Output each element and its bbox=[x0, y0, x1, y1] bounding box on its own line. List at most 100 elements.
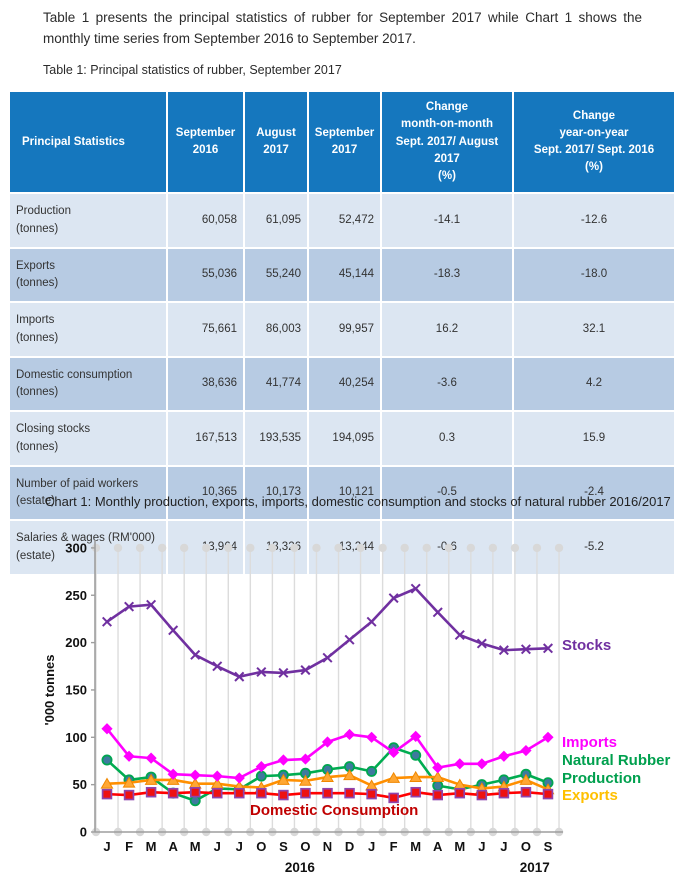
change-cell: 4.2 bbox=[512, 355, 676, 413]
x-tick-label: J bbox=[103, 839, 110, 854]
chart-y-axis: 0 50 100 150 200 250 300 '000 tonnes bbox=[42, 539, 96, 840]
y-axis-title: '000 tonnes bbox=[42, 654, 57, 725]
value-cell: 86,003 bbox=[243, 301, 309, 358]
table-header: Principal Statistics September 2016 Augu… bbox=[8, 89, 676, 195]
x-tick-label: J bbox=[478, 839, 485, 854]
x-tick-label: J bbox=[236, 839, 243, 854]
x-tick-label: O bbox=[521, 839, 531, 854]
change-cell: -12.6 bbox=[512, 192, 676, 249]
row-label: Domestic consumption (tonnes) bbox=[8, 355, 168, 413]
y-tick-label: 300 bbox=[65, 540, 87, 555]
value-cell: 55,240 bbox=[243, 246, 309, 304]
x-tick-label: S bbox=[279, 839, 288, 854]
value-cell: 60,058 bbox=[166, 192, 245, 249]
y-tick-label: 0 bbox=[80, 825, 87, 840]
col-header-august-2017: August 2017 bbox=[243, 89, 309, 195]
x-tick-label: J bbox=[500, 839, 507, 854]
series-label: Stocks bbox=[562, 637, 611, 654]
series-imports bbox=[101, 723, 554, 784]
x-axis-year-label: 2016 bbox=[285, 860, 316, 875]
x-tick-label: F bbox=[390, 839, 398, 854]
table-row: Closing stocks (tonnes) 167,513 193,535 194,… bbox=[8, 410, 676, 467]
x-tick-label: M bbox=[190, 839, 201, 854]
change-cell: -3.6 bbox=[380, 355, 514, 413]
value-cell: 38,636 bbox=[166, 355, 245, 413]
change-cell: -0.5 bbox=[380, 464, 514, 522]
x-tick-label: S bbox=[544, 839, 553, 854]
intro-paragraph: Table 1 presents the principal statistic… bbox=[43, 10, 642, 46]
value-cell: 41,774 bbox=[243, 355, 309, 413]
change-cell: -18.0 bbox=[512, 246, 676, 304]
col-header-september-2017: September 2017 bbox=[307, 89, 382, 195]
table-body: Production (tonnes) 60,058 61,095 52,472 -14.… bbox=[8, 192, 676, 576]
x-tick-label: D bbox=[345, 839, 354, 854]
y-tick-label: 100 bbox=[65, 730, 87, 745]
x-tick-label: A bbox=[433, 839, 443, 854]
value-cell: 99,957 bbox=[307, 301, 382, 358]
col-header-change-mom: Change month-on-month Sept. 2017/ August… bbox=[380, 89, 514, 195]
y-tick-label: 250 bbox=[65, 588, 87, 603]
change-cell: 32.1 bbox=[512, 301, 676, 358]
x-tick-label: N bbox=[323, 839, 332, 854]
value-cell: 10,365 bbox=[166, 464, 245, 522]
table-row: Number of paid workers (estate) 10,365 10,… bbox=[8, 464, 676, 522]
row-label: Closing stocks (tonnes) bbox=[8, 410, 168, 467]
x-tick-label: A bbox=[168, 839, 178, 854]
x-tick-label: J bbox=[368, 839, 375, 854]
col-header-september-2016: September 2016 bbox=[166, 89, 245, 195]
series-label: Imports bbox=[562, 734, 617, 751]
series-label: Natural Rubber Production bbox=[562, 752, 671, 787]
value-cell: 10,173 bbox=[243, 464, 309, 522]
y-tick-label: 150 bbox=[65, 682, 87, 697]
chart-caption: Chart 1: Monthly production, exports, im… bbox=[45, 494, 671, 509]
series-stocks bbox=[101, 583, 554, 682]
col-header-principal-statistics: Principal Statistics bbox=[8, 89, 168, 195]
table-caption: Table 1: Principal statistics of rubber,… bbox=[43, 63, 342, 77]
table-row: Production (tonnes) 60,058 61,095 52,472 -14.… bbox=[8, 192, 676, 249]
value-cell: 194,095 bbox=[307, 410, 382, 467]
table-row: Exports (tonnes) 55,036 55,240 45,144 -18.3 -1… bbox=[8, 246, 676, 304]
value-cell: 167,513 bbox=[166, 410, 245, 467]
change-cell: -2.4 bbox=[512, 464, 676, 522]
value-cell: 75,661 bbox=[166, 301, 245, 358]
x-tick-label: F bbox=[125, 839, 133, 854]
table-row: Domestic consumption (tonnes) 38,636 41,774… bbox=[8, 355, 676, 413]
series-exports bbox=[100, 768, 555, 795]
series-label: Exports bbox=[562, 787, 618, 804]
principal-statistics-table: Principal Statistics September 2016 Augu… bbox=[8, 89, 676, 576]
chart-gridlines bbox=[91, 543, 564, 837]
series-domestic-consumption bbox=[101, 786, 554, 804]
change-cell: -14.1 bbox=[380, 192, 514, 249]
y-tick-label: 50 bbox=[73, 777, 87, 792]
change-cell: 16.2 bbox=[380, 301, 514, 358]
value-cell: 55,036 bbox=[166, 246, 245, 304]
change-cell: -18.3 bbox=[380, 246, 514, 304]
x-tick-label: M bbox=[410, 839, 421, 854]
value-cell: 193,535 bbox=[243, 410, 309, 467]
x-axis-year-label: 2017 bbox=[520, 860, 550, 875]
x-tick-label: O bbox=[300, 839, 310, 854]
row-label: Exports (tonnes) bbox=[8, 246, 168, 304]
change-cell: 0.3 bbox=[380, 410, 514, 467]
x-tick-label: M bbox=[454, 839, 465, 854]
value-cell: 45,144 bbox=[307, 246, 382, 304]
value-cell: 52,472 bbox=[307, 192, 382, 249]
table-row: Imports (tonnes) 75,661 86,003 99,957 16.2 32.… bbox=[8, 301, 676, 358]
col-header-change-yoy: Change year-on-year Sept. 2017/ Sept. 20… bbox=[512, 89, 676, 195]
value-cell: 61,095 bbox=[243, 192, 309, 249]
x-tick-label: O bbox=[256, 839, 266, 854]
x-tick-label: M bbox=[146, 839, 157, 854]
row-label: Production (tonnes) bbox=[8, 192, 168, 249]
row-label: Imports (tonnes) bbox=[8, 301, 168, 358]
series-label: Domestic Consumption bbox=[250, 802, 418, 819]
x-tick-label: J bbox=[214, 839, 221, 854]
value-cell: 10,121 bbox=[307, 464, 382, 522]
row-label: Number of paid workers (estate) bbox=[8, 464, 168, 522]
value-cell: 40,254 bbox=[307, 355, 382, 413]
y-tick-label: 200 bbox=[65, 635, 87, 650]
change-cell: 15.9 bbox=[512, 410, 676, 467]
